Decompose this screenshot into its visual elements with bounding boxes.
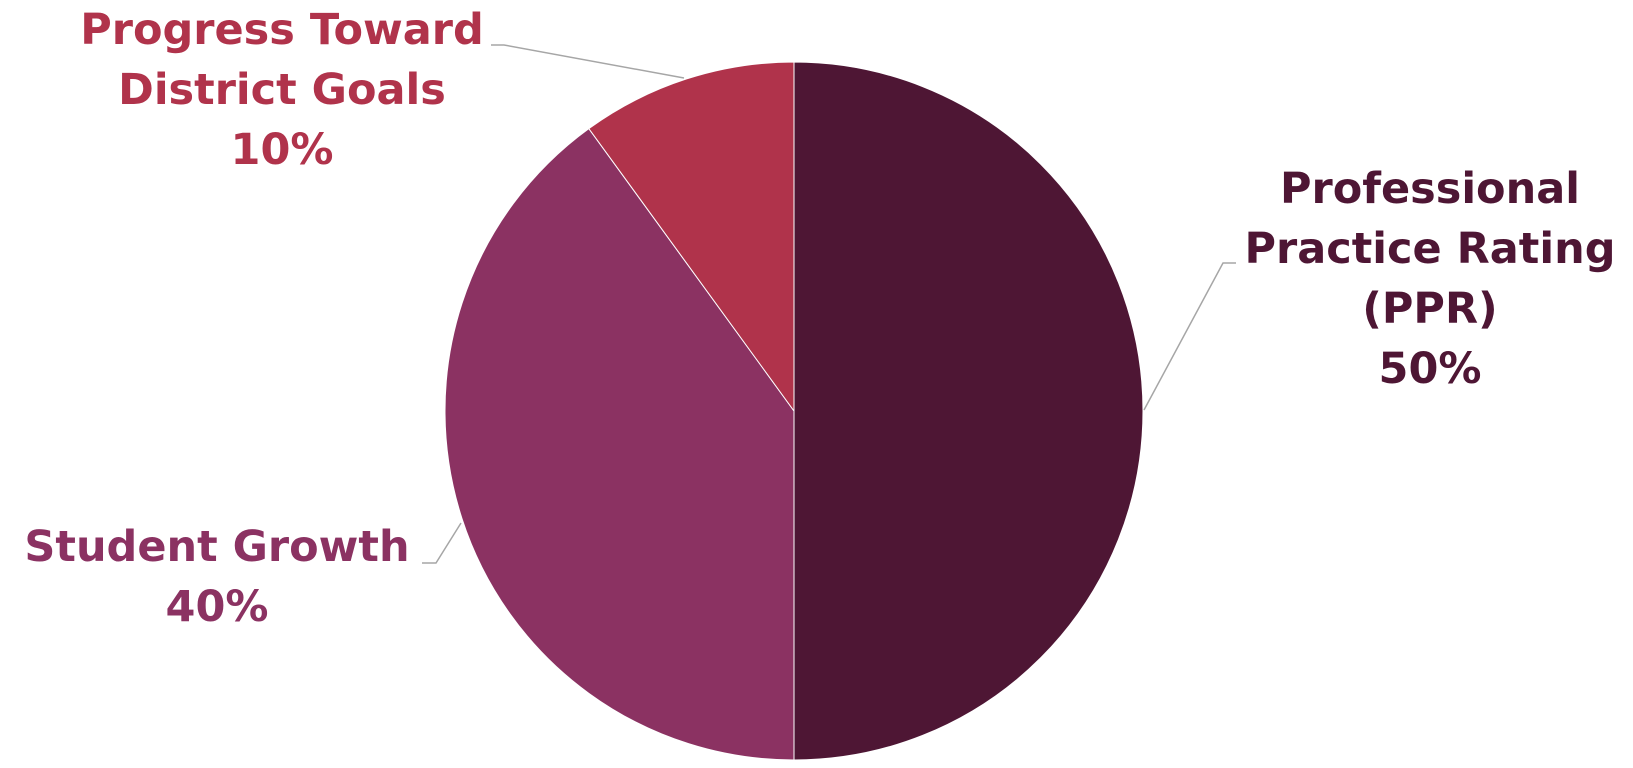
slice-label-line: Progress Toward <box>80 5 483 55</box>
pie-slice-0 <box>793 61 1144 761</box>
leader-lines-layer <box>422 44 1236 564</box>
slice-label-line: Student Growth <box>24 522 409 572</box>
slice-label-2: Progress Toward District Goals 10% <box>80 5 483 175</box>
slice-label-line: District Goals <box>118 65 446 115</box>
slice-label-1: Student Growth 40% <box>24 522 409 632</box>
pie-slice-2 <box>588 61 795 413</box>
slice-value-label: 50% <box>1379 344 1482 394</box>
leader-line-2 <box>491 44 685 79</box>
slice-label-0: Professional Practice Rating (PPR) 50% <box>1245 164 1616 394</box>
slice-value-label: 10% <box>231 125 334 175</box>
slice-label-line: Professional <box>1280 164 1580 214</box>
pie-slice-1 <box>444 127 795 761</box>
leader-line-1 <box>422 522 462 564</box>
slice-label-line: Practice Rating <box>1245 224 1616 274</box>
labels-layer: Professional Practice Rating (PPR) 50% Stude… <box>24 5 1615 632</box>
slice-label-line: (PPR) <box>1362 284 1497 334</box>
slices-layer <box>444 61 1144 761</box>
slice-value-label: 40% <box>166 582 269 632</box>
leader-line-0 <box>1143 262 1236 411</box>
